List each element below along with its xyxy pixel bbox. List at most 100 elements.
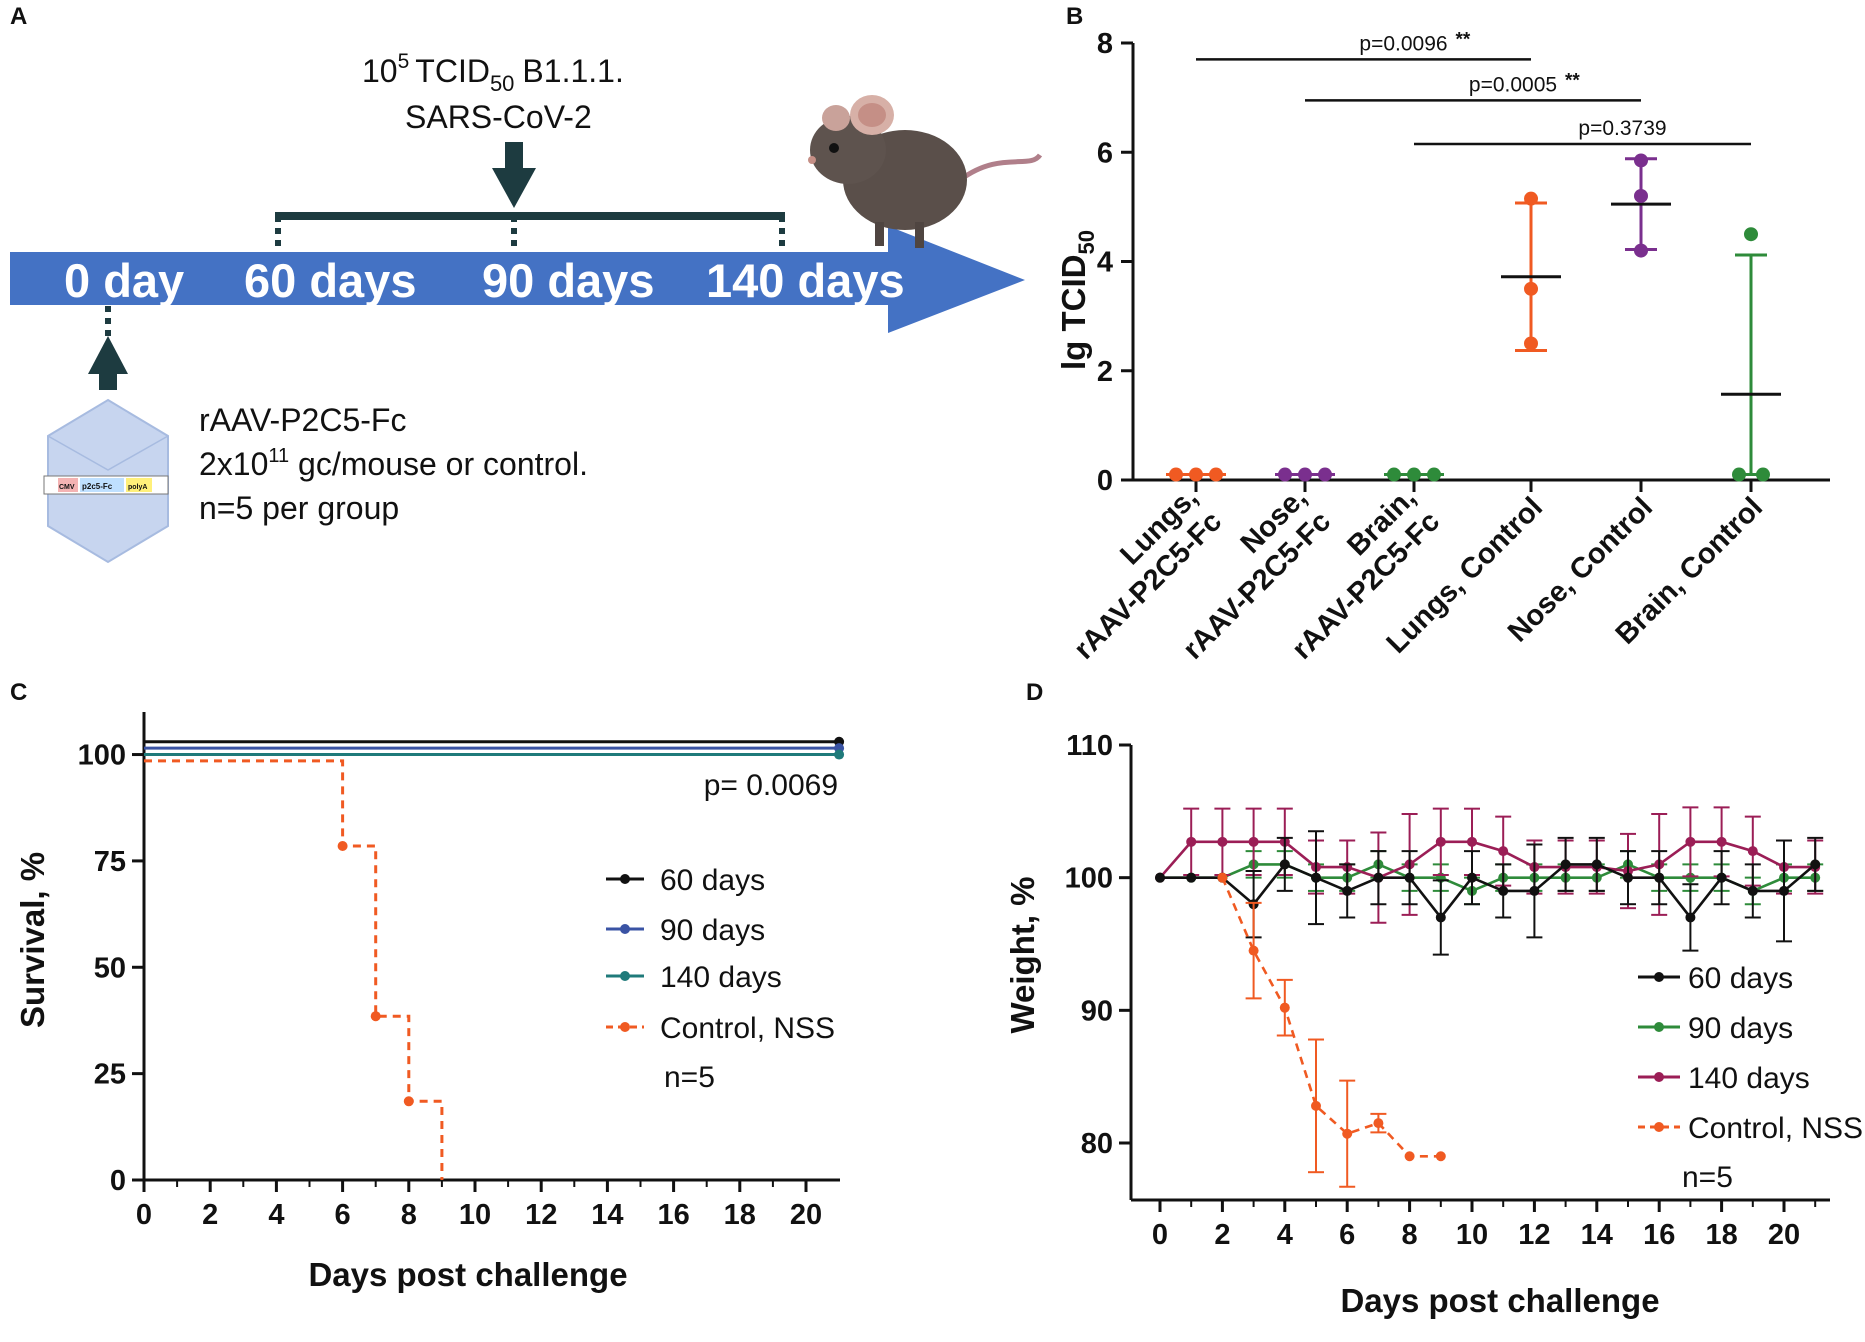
panel-c-xtick-label: 14	[591, 1199, 623, 1231]
panel-c-legend-label: 140 days	[660, 961, 782, 994]
panel-c-xtick-label: 2	[202, 1199, 218, 1231]
panel-d-data-point	[1685, 836, 1696, 847]
panel-d-series-line	[1159, 840, 1816, 880]
panel-c-ytick-label: 25	[94, 1059, 126, 1091]
panel-d-data-point	[1810, 859, 1821, 870]
challenge-arrow-icon	[492, 142, 536, 208]
panel-d-data-point	[1623, 872, 1633, 883]
panel-c-xtick-label: 12	[525, 1199, 557, 1231]
timepoint-bracket	[275, 212, 785, 250]
panel-c-xtick-label: 18	[724, 1199, 756, 1231]
panel-d-data-point	[1217, 836, 1228, 847]
panel-d-data-point	[1529, 885, 1540, 896]
panel-d-xtick-label: 4	[1277, 1219, 1293, 1251]
mouse-icon	[808, 95, 1043, 248]
panel-b-data-point	[1634, 188, 1648, 203]
panel-d-data-point	[1435, 836, 1446, 847]
injection-arrow-icon	[88, 336, 128, 390]
timeline-label-90: 90 days	[482, 254, 654, 307]
panel-d-data-point	[1467, 872, 1477, 883]
panel-c-legend-marker	[620, 874, 630, 884]
vector-name: rAAV-P2C5-Fc	[199, 402, 406, 438]
panel-d-n: n=5	[1682, 1161, 1733, 1194]
timeline-arrow	[10, 226, 1025, 333]
panel-d-data-point	[1435, 912, 1446, 923]
panel-b-comparison-label: p=0.3739	[1578, 117, 1666, 140]
timeline-label-140: 140 days	[706, 254, 905, 307]
panel-b-ytick-label: 0	[1097, 465, 1113, 497]
panel-c-legend-marker	[620, 971, 630, 981]
panel-b-comparison-label: p=0.0096	[1359, 32, 1447, 55]
panel-c-end-point	[834, 749, 845, 760]
panel-b-data-point	[1756, 467, 1770, 482]
capsid-label-cmv: CMV	[59, 484, 75, 491]
vector-dose: 2x1011 gc/mouse or control.	[199, 445, 588, 482]
panel-c-pvalue: p= 0.0069	[704, 769, 838, 802]
panel-b-data-point	[1387, 467, 1401, 482]
panel-d-legend-marker	[1654, 972, 1664, 982]
aav-capsid-icon: CMV p2c5-Fc polyA	[43, 398, 169, 564]
panel-d-ytick-label: 100	[1065, 863, 1113, 895]
panel-c-ylabel: Survival, %	[14, 852, 51, 1028]
group-size: n=5 per group	[199, 490, 399, 526]
panel-c-legend-label: Control, NSS	[660, 1012, 835, 1045]
panel-d-xtick-label: 14	[1581, 1219, 1613, 1251]
panel-d-data-point	[1716, 836, 1727, 847]
panel-b-data-point	[1427, 467, 1441, 482]
panel-d-legend-marker	[1654, 1122, 1664, 1132]
panel-b-data-point	[1278, 467, 1292, 482]
panel-d-data-point	[1716, 872, 1727, 883]
panel-d-xtick-label: 16	[1643, 1219, 1675, 1251]
panel-d-chart: D Weight, % Days post challenge 80901001…	[1004, 679, 1863, 1319]
timeline-label-0: 0 day	[64, 254, 184, 307]
panel-b-data-point	[1634, 153, 1648, 168]
panel-d-data-point	[1498, 885, 1509, 896]
panel-d-data-point	[1654, 872, 1665, 883]
panel-c-xtick-label: 10	[459, 1199, 491, 1231]
panel-d-xtick-label: 12	[1518, 1219, 1550, 1251]
panel-label-a: A	[10, 3, 27, 30]
panel-b-ytick-label: 2	[1097, 356, 1113, 388]
panel-b-ytick-label: 4	[1097, 247, 1113, 279]
panel-d-axes: 80 90 100 110 0 2 4 6 8 10 12 14 16 18 20	[1065, 730, 1830, 1251]
panel-c-marks	[144, 736, 845, 1180]
panel-d-series-line	[1221, 877, 1441, 1158]
panel-b-data-point	[1524, 336, 1538, 351]
challenge-virus-label: SARS-CoV-2	[405, 99, 592, 135]
panel-c-axes: 0 25 50 75 100 0 2 4 6 8 10 12 14 16 18 20	[78, 712, 840, 1231]
panel-c-xtick-label: 8	[401, 1199, 417, 1231]
panel-d-data-point	[1779, 885, 1789, 896]
panel-d-data-point	[1342, 1128, 1353, 1139]
panel-d-marks	[1155, 806, 1824, 1188]
panel-d-legend-marker	[1654, 1072, 1664, 1082]
panel-d-data-point	[1311, 872, 1321, 883]
panel-d-data-point	[1747, 885, 1758, 896]
panel-d-data-point	[1279, 1002, 1290, 1013]
panel-d-data-point	[1435, 1151, 1446, 1162]
panel-c-legend-marker	[620, 1022, 630, 1032]
panel-d-data-point	[1186, 872, 1197, 883]
capsid-label-p2c5: p2c5-Fc	[82, 482, 113, 491]
panel-d-data-point	[1498, 846, 1509, 857]
panel-d-data-point	[1747, 846, 1758, 857]
panel-c-xlabel: Days post challenge	[308, 1256, 627, 1293]
panel-d-data-point	[1560, 859, 1571, 870]
panel-c-n: n=5	[664, 1061, 715, 1094]
panel-b-comparison-stars: **	[1565, 70, 1580, 91]
panel-c-series-line	[144, 759, 444, 1180]
panel-d-xtick-label: 10	[1456, 1219, 1488, 1251]
panel-d-legend-marker	[1654, 1022, 1664, 1032]
panel-b-ytick-label: 8	[1097, 28, 1113, 60]
panel-b-data-point	[1524, 281, 1538, 296]
panel-c-legend-marker	[620, 924, 630, 934]
panel-c-xtick-label: 0	[136, 1199, 152, 1231]
panel-d-data-point	[1248, 836, 1259, 847]
panel-d-data-point	[1404, 872, 1415, 883]
panel-d-xtick-label: 6	[1339, 1219, 1355, 1251]
panel-c-xtick-label: 20	[790, 1199, 822, 1231]
panel-c-ytick-label: 100	[78, 740, 126, 772]
panel-c-legend-label: 60 days	[660, 864, 765, 897]
panel-label-b: B	[1066, 3, 1083, 30]
panel-d-legend-label: Control, NSS	[1688, 1112, 1863, 1145]
